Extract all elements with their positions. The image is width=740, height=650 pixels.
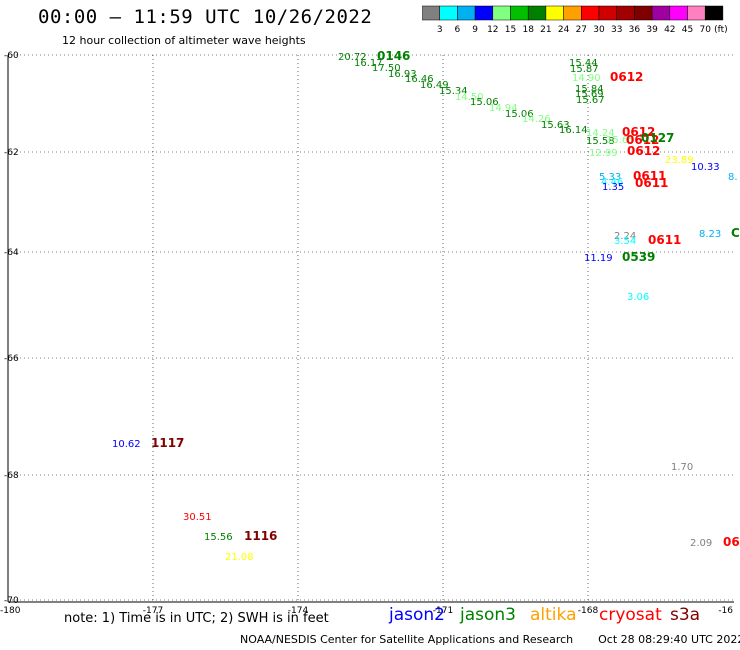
wave-height-label: 3.06 <box>627 292 649 303</box>
wave-height-label: 3.54 <box>614 236 636 247</box>
wave-height-label: 21.08 <box>225 552 254 563</box>
longitude-label: -168 <box>578 606 599 616</box>
latitude-label: -66 <box>4 354 19 364</box>
color-tick-label: 70 <box>699 25 711 35</box>
wave-height-label: 10.62 <box>112 439 141 450</box>
mission-jason2: jason2 <box>389 605 445 625</box>
color-tick-label: 12 <box>487 25 498 35</box>
wave-height-label: 2.09 <box>690 538 712 549</box>
wave-height-label: 5.33 <box>599 172 621 183</box>
pass-time-label: 0127 <box>641 131 674 145</box>
wave-height-label: 16.49 <box>420 80 449 91</box>
wave-height-label: 14.90 <box>572 73 601 84</box>
pass-time-label: 1116 <box>244 529 277 543</box>
longitude-label: -177 <box>143 606 163 616</box>
wave-height-label: 2.24 <box>614 231 636 242</box>
wave-height-label: 20.72 <box>338 52 367 63</box>
latitude-label: -68 <box>4 471 19 481</box>
longitude-label: -174 <box>288 606 309 616</box>
wave-height-label: 15.34 <box>439 86 468 97</box>
color-unit-label: (ft) <box>714 25 728 35</box>
mission-cryosat: cryosat <box>599 605 662 625</box>
pass-time-label: 0611 <box>633 169 666 183</box>
latitude-label: -62 <box>4 148 19 158</box>
wave-height-label: 14.94 <box>489 103 518 114</box>
color-tick-label: 6 <box>455 25 461 35</box>
pass-time-label: 0612 <box>610 70 643 84</box>
legend-note: note: 1) Time is in UTC; 2) SWH is in fe… <box>64 611 329 626</box>
pass-time-label: 0539 <box>622 250 655 264</box>
color-tick-label: 42 <box>664 25 675 35</box>
pass-time-label: C <box>731 226 740 240</box>
pass-time-label: 0611 <box>648 233 681 247</box>
pass-time-label: 1117 <box>151 436 184 450</box>
footer-timestamp: Oct 28 08:29:40 UTC 2022 <box>598 633 740 646</box>
wave-height-label: 1.70 <box>671 462 693 473</box>
footer: NOAA/NESDIS Center for Satellite Applica… <box>240 633 740 646</box>
wave-height-label: 14.24 <box>586 128 615 139</box>
wave-height-label: 15.56 <box>204 532 233 543</box>
color-tick-label: 21 <box>540 25 551 35</box>
color-scale-legend: 3 6 9 12 15 18 21 24 27 30 33 36 39 42 45 70 (ft) <box>422 5 728 35</box>
color-tick-label: 45 <box>682 25 693 35</box>
footer-credit: NOAA/NESDIS Center for Satellite Applica… <box>240 633 574 646</box>
pass-time-label: 0611 <box>635 176 668 190</box>
latitude-label: -60 <box>4 51 19 61</box>
wave-height-label: 11.19 <box>584 253 613 264</box>
wave-height-label: 15.67 <box>576 95 605 106</box>
wave-height-label: 15.69 <box>575 89 604 100</box>
pass-time-label: 0146 <box>377 49 410 63</box>
wave-height-label: 15.63 <box>541 120 570 131</box>
pass-time-label: 0612 <box>622 125 655 139</box>
wave-height-label: 30.51 <box>183 512 212 523</box>
color-tick-label: 9 <box>472 25 478 35</box>
pass-time-label: 06 <box>723 535 740 549</box>
wave-height-label: 8.23 <box>699 229 721 240</box>
wave-height-label: 15.06 <box>505 109 534 120</box>
color-tick-label: 39 <box>646 25 658 35</box>
mission-jason3: jason3 <box>460 605 516 625</box>
wave-height-label: 8. <box>728 172 738 183</box>
wave-height-label: 12.99 <box>589 148 618 159</box>
latitude-label: -64 <box>4 248 19 258</box>
mission-altika: altika <box>530 605 577 625</box>
wave-height-label: 15.87 <box>570 64 599 75</box>
wave-height-label: 16.46 <box>405 74 434 85</box>
wave-height-label: 23.89 <box>665 155 694 166</box>
wave-height-label: 14.26 <box>522 114 551 125</box>
wave-height-label: 15.65 <box>606 135 635 146</box>
wave-height-label: 1.35 <box>602 182 624 193</box>
pass-time-label: 0612 <box>627 144 660 158</box>
color-tick-label: 18 <box>522 25 534 35</box>
longitude-label: -171 <box>433 606 453 616</box>
longitude-label: -180 <box>0 606 21 616</box>
wave-height-label: 15.44 <box>569 58 598 69</box>
color-tick-label: 24 <box>558 25 570 35</box>
wave-height-label: 17.50 <box>372 63 401 74</box>
color-tick-label: 33 <box>611 25 622 35</box>
latitude-label: -70 <box>4 596 19 606</box>
wave-height-label: 15.58 <box>586 136 615 147</box>
color-tick-label: 3 <box>437 25 443 35</box>
color-tick-label: 15 <box>505 25 516 35</box>
color-tick-label: 30 <box>593 25 605 35</box>
color-tick-label: 36 <box>629 25 641 35</box>
wave-height-label: 15.84 <box>575 84 604 95</box>
longitude-label: -16 <box>718 606 733 616</box>
color-tick-label: 27 <box>576 25 587 35</box>
wave-height-label: 14.50 <box>455 92 484 103</box>
page-title: 00:00 – 11:59 UTC 10/26/2022 <box>38 6 373 28</box>
page-subtitle: 12 hour collection of altimeter wave hei… <box>62 34 306 47</box>
wave-height-label: 16.17 <box>354 58 383 69</box>
color-swatch <box>704 5 724 21</box>
wave-height-label: 16.93 <box>388 69 417 80</box>
wave-height-label: 16.14 <box>559 125 588 136</box>
wave-height-label: 15.06 <box>470 97 499 108</box>
wave-height-label: 4.46 <box>601 177 623 188</box>
wave-height-label: 10.33 <box>691 162 720 173</box>
mission-s3a: s3a <box>670 605 701 625</box>
pass-time-label: 0612 <box>626 133 659 147</box>
